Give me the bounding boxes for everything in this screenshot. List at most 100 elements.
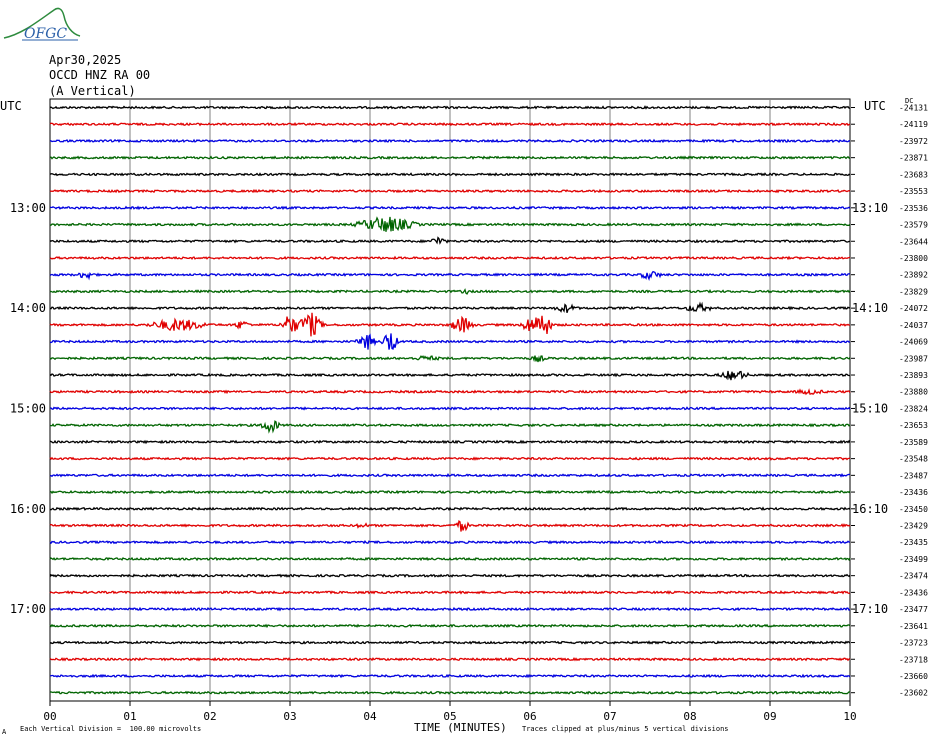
x-axis-title: TIME (MINUTES) — [414, 721, 507, 734]
row-value-label: -23450 — [899, 505, 928, 514]
hour-label-right: 15:10 — [852, 401, 888, 415]
trace-row — [49, 590, 851, 595]
x-tick-label: 09 — [763, 710, 776, 723]
row-value-label: -23644 — [899, 237, 928, 246]
row-value-label: -23487 — [899, 471, 928, 480]
x-tick-label: 03 — [283, 710, 296, 723]
trace-row — [49, 205, 851, 211]
header-station: OCCD HNZ RA 00 — [49, 68, 151, 82]
x-tick-label: 02 — [203, 710, 216, 723]
row-value-label: -24119 — [899, 120, 928, 129]
row-value-label: -23718 — [899, 655, 928, 664]
trace-row — [49, 623, 851, 629]
row-value-label: -23435 — [899, 538, 928, 547]
hour-label-left: 13:00 — [10, 201, 46, 215]
row-value-label: -23436 — [899, 488, 928, 497]
trace-row — [49, 673, 851, 679]
row-value-label: -23579 — [899, 221, 928, 230]
row-value-label: -24072 — [899, 304, 928, 313]
hour-label-left: 15:00 — [10, 401, 46, 415]
trace-row — [49, 301, 851, 313]
trace-row — [49, 388, 851, 396]
trace-row — [49, 473, 851, 478]
trace-row — [49, 506, 851, 511]
trace-row — [49, 355, 851, 363]
trace-row — [49, 288, 851, 295]
trace-row — [49, 456, 851, 461]
ofgc-logo: OFGC — [2, 4, 82, 44]
row-value-label: -23880 — [899, 388, 928, 397]
row-value-label: -24037 — [899, 321, 928, 330]
header-component: (A Vertical) — [49, 84, 136, 98]
trace-row — [49, 640, 851, 645]
trace-row — [49, 520, 851, 532]
row-value-label: -23871 — [899, 154, 928, 163]
row-value-label: -23536 — [899, 204, 928, 213]
row-value-label: -23553 — [899, 187, 928, 196]
logo-text: OFGC — [24, 26, 68, 42]
row-value-label: -23499 — [899, 555, 928, 564]
row-value-label: -23477 — [899, 605, 928, 614]
row-value-label: -23972 — [899, 137, 928, 146]
row-value-label: -23589 — [899, 438, 928, 447]
hour-label-right: 17:10 — [852, 602, 888, 616]
hour-label-right: 14:10 — [852, 301, 888, 315]
clip-note: Traces clipped at plus/minus 5 vertical … — [522, 725, 729, 733]
trace-row — [49, 489, 851, 495]
trace-row — [49, 539, 851, 545]
row-value-label: -23800 — [899, 254, 928, 263]
utc-label-left: UTC — [0, 99, 22, 113]
scale-mark: A — [2, 728, 7, 736]
trace-row — [49, 172, 851, 177]
row-value-label: -23641 — [899, 622, 928, 631]
trace-row — [49, 690, 850, 695]
trace-row — [49, 236, 851, 245]
hour-label-left: 16:00 — [10, 502, 46, 516]
trace-row — [49, 420, 851, 434]
corner-mark: DC — [905, 97, 914, 105]
row-value-label: -23653 — [899, 421, 928, 430]
x-tick-label: 04 — [363, 710, 377, 723]
row-value-label: -23829 — [899, 287, 928, 296]
row-value-label: -23723 — [899, 639, 928, 648]
hour-label-left: 14:00 — [10, 301, 46, 315]
trace-row — [49, 333, 851, 350]
row-value-label: -23660 — [899, 672, 928, 681]
trace-row — [49, 573, 851, 578]
x-tick-label: 08 — [683, 710, 696, 723]
x-tick-label: 05 — [443, 710, 456, 723]
hour-label-right: 16:10 — [852, 502, 888, 516]
x-tick-label: 07 — [603, 710, 616, 723]
trace-row — [49, 105, 851, 110]
trace-row — [49, 188, 851, 194]
trace-row — [49, 370, 851, 381]
x-tick-label: 06 — [523, 710, 536, 723]
row-value-label: -23429 — [899, 522, 928, 531]
row-value-label: -23893 — [899, 371, 928, 380]
trace-row — [49, 556, 851, 562]
trace-row — [49, 312, 851, 337]
row-value-label: -23602 — [899, 689, 928, 698]
row-value-label: -23987 — [899, 354, 928, 363]
row-value-label: -23474 — [899, 572, 928, 581]
trace-row — [49, 439, 851, 445]
hour-label-right: 13:10 — [852, 201, 888, 215]
scale-note: Each Vertical Division = 100.00 microvol… — [20, 725, 202, 733]
trace-row — [49, 155, 851, 160]
trace-row — [49, 656, 851, 662]
row-value-label: -23824 — [899, 404, 928, 413]
row-value-label: -23683 — [899, 170, 928, 179]
trace-row — [49, 138, 851, 144]
hour-label-left: 17:00 — [10, 602, 46, 616]
trace-row — [49, 406, 851, 411]
row-value-label: -24131 — [899, 104, 928, 113]
row-value-label: -23892 — [899, 271, 928, 280]
row-value-label: -24069 — [899, 338, 928, 347]
row-value-label: -23548 — [899, 455, 928, 464]
trace-row — [49, 270, 851, 282]
trace-row — [49, 216, 851, 232]
logo-mark-icon — [3, 7, 81, 41]
x-tick-label: 01 — [123, 710, 136, 723]
trace-row — [49, 606, 851, 612]
